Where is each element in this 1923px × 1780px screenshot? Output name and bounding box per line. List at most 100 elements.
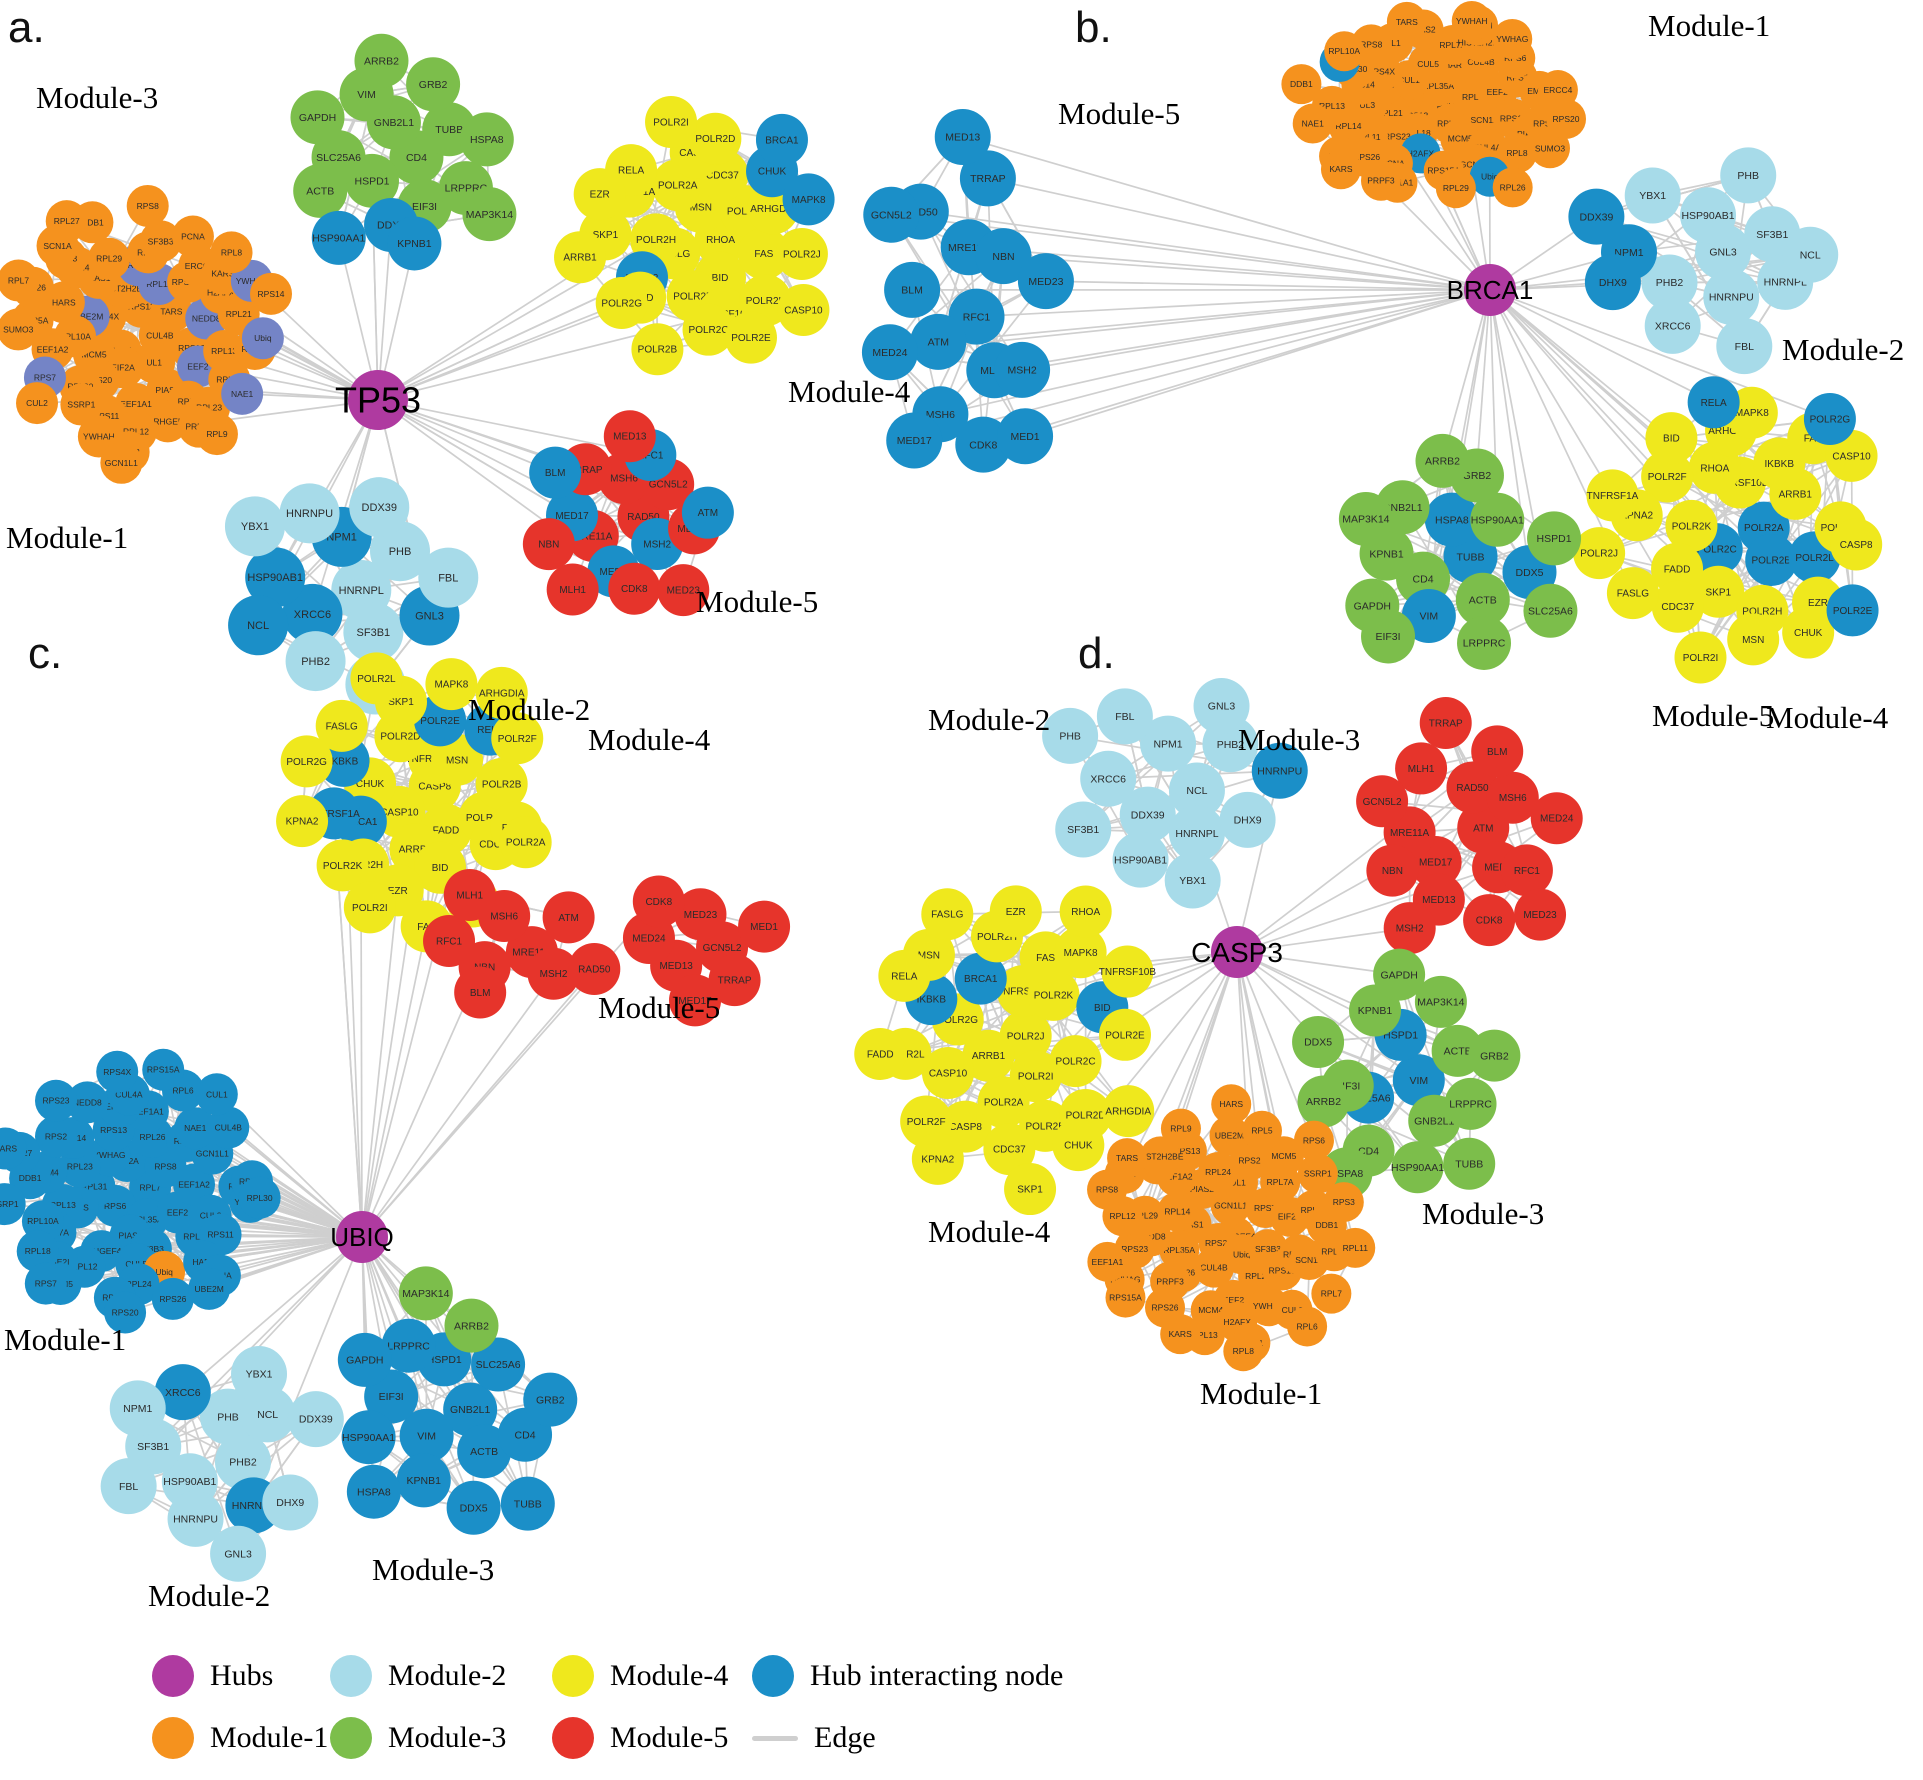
node-label-SLC25A6: SLC25A6 <box>1528 605 1573 617</box>
node-label-TRRAP: TRRAP <box>970 173 1006 185</box>
node-label-POLR2A: POLR2A <box>506 838 546 849</box>
legend-label: Module-2 <box>388 1659 506 1693</box>
panel-c-module-2: PHB2HSP90AB1PHBHNRNPLSF3B1NCLHNRNPUXRCC6… <box>101 1346 344 1582</box>
node-label-RPS26: RPS26 <box>1152 1303 1179 1313</box>
panel-b-module-4-label: Module-4 <box>1766 700 1889 735</box>
node-label-MSH6: MSH6 <box>1499 793 1527 804</box>
node-label-MAPK8: MAPK8 <box>792 195 826 206</box>
node-label-RPL8: RPL8 <box>1506 148 1528 158</box>
panel-c-module-3: GNB2L1VIMHSPD1ACTBEIF3ISLC25A6KPNB1LRPPR… <box>338 1266 577 1534</box>
node-label-DDX39: DDX39 <box>299 1414 333 1426</box>
node-label-RHOA: RHOA <box>1071 907 1100 918</box>
panel-d-module-2: NCLDDX39NPM1HNRNPLXRCC6PHB2HSP90AB1FBLDH… <box>1042 678 1308 908</box>
panel-c-module-5: MRE11ANBNMSH6MSH2RFC1ATMBLMMLH1RAD50 <box>423 869 620 1018</box>
node-label-TRRAP: TRRAP <box>1429 718 1463 729</box>
node-label-GNB2L1: GNB2L1 <box>374 117 414 129</box>
module-4-swatch-icon <box>552 1655 594 1697</box>
node-label-MLH1: MLH1 <box>1408 764 1435 775</box>
node-label-POLR2E: POLR2E <box>420 716 460 727</box>
node-label-POLR2E: POLR2E <box>731 333 771 344</box>
node-label-ATM: ATM <box>558 913 578 924</box>
node-label-MAPK8: MAPK8 <box>434 680 468 691</box>
node-label-MED17: MED17 <box>1419 858 1453 869</box>
node-label-NPM1: NPM1 <box>123 1403 152 1415</box>
node-label-HARS: HARS <box>1219 1099 1243 1109</box>
node-label-RPS6: RPS6 <box>1303 1136 1325 1146</box>
node-label-FASLG: FASLG <box>931 910 963 921</box>
node-label-CUL4B: CUL4B <box>1200 1263 1228 1273</box>
node-label-SLC25A6: SLC25A6 <box>476 1359 521 1371</box>
node-label-TARS: TARS <box>1396 17 1418 27</box>
node-label-MED24: MED24 <box>1540 814 1574 825</box>
node-label-RPS20: RPS20 <box>112 1307 139 1317</box>
hub-label-CASP3: CASP3 <box>1191 937 1283 968</box>
node-label-YWHAH: YWHAH <box>1456 16 1488 26</box>
panel-c-module-3-label: Module-3 <box>372 1552 494 1587</box>
node-label-MCM5: MCM5 <box>1271 1151 1296 1161</box>
node-label-FADD: FADD <box>1664 564 1691 575</box>
node-label-HARS: HARS <box>52 297 76 307</box>
node-label-RPS15A: RPS15A <box>1109 1293 1142 1303</box>
node-label-EIF3I: EIF3I <box>379 1391 404 1403</box>
node-label-CDK8: CDK8 <box>1476 916 1503 927</box>
node-label-PHB2: PHB2 <box>1656 277 1684 289</box>
node-label-KPNB1: KPNB1 <box>407 1475 442 1487</box>
panel-b-module-5-label: Module-5 <box>1058 96 1180 131</box>
node-label-SF3B1: SF3B1 <box>357 627 391 639</box>
node-label-MED17: MED17 <box>555 511 589 522</box>
node-label-Ubiq: Ubiq <box>155 1267 173 1277</box>
node-label-HSPA8: HSPA8 <box>470 134 504 146</box>
node-label-POLR2G: POLR2G <box>1810 414 1851 425</box>
node-label-RPL13: RPL13 <box>211 346 237 356</box>
node-label-VIM: VIM <box>1409 1075 1428 1087</box>
edges-layer <box>5 21 1857 1554</box>
node-label-GCN1L1: GCN1L1 <box>196 1149 229 1159</box>
node-label-MED1: MED1 <box>1010 431 1039 443</box>
node-label-DHX9: DHX9 <box>1599 277 1627 289</box>
node-label-HSP90AB1: HSP90AB1 <box>163 1476 216 1488</box>
panel-a-module-3-label: Module-3 <box>36 80 158 115</box>
node-label-BRCA1: BRCA1 <box>765 135 799 146</box>
panel-d-module-3-label: Module-3 <box>1422 1196 1544 1231</box>
node-label-DDX39: DDX39 <box>1131 809 1165 821</box>
hub-label-TP53: TP53 <box>335 380 421 421</box>
panel-c-module-4-label: Module-4 <box>588 722 711 757</box>
node-label-DDB1: DDB1 <box>19 1173 42 1183</box>
node-label-LRPPRC: LRPPRC <box>1463 638 1506 650</box>
node-label-MED13: MED13 <box>659 961 693 972</box>
node-label-XRCC6: XRCC6 <box>1655 321 1691 333</box>
panel-c-module-1: RPL7RPS6EIF2ARPL35ARPL31RPS8PIAS1YWHAGEE… <box>0 1049 281 1334</box>
node-label-BRCA1: BRCA1 <box>964 974 998 985</box>
panel-b-module-1-label: Module-1 <box>1648 8 1770 43</box>
node-label-MSN: MSN <box>1742 635 1764 646</box>
node-label-RPL18: RPL18 <box>25 1246 51 1256</box>
node-label-PRPF3: PRPF3 <box>1156 1276 1184 1286</box>
node-label-RPS7: RPS7 <box>34 373 56 383</box>
node-label-POLR2K: POLR2K <box>1034 990 1074 1001</box>
node-label-PHB: PHB <box>1737 170 1759 182</box>
legend-item-edge: Edge <box>752 1721 1082 1755</box>
node-label-GAPDH: GAPDH <box>1380 969 1417 981</box>
node-label-RPS3: RPS3 <box>1333 1197 1355 1207</box>
node-label-RPL11: RPL11 <box>1343 1243 1369 1253</box>
node-label-EIF3I: EIF3I <box>412 201 437 213</box>
node-label-RHOA: RHOA <box>706 235 735 246</box>
hub-interacting-node-swatch-icon <box>752 1655 794 1697</box>
node-label-NBN: NBN <box>992 251 1014 263</box>
legend-label: Module-1 <box>210 1721 328 1755</box>
node-label-ERCC4: ERCC4 <box>1544 85 1573 95</box>
node-label-RPL10A: RPL10A <box>1328 46 1360 56</box>
node-label-GCN5L2: GCN5L2 <box>703 943 742 954</box>
hub-edge <box>362 974 554 1237</box>
node-label-GAPDH: GAPDH <box>346 1355 383 1367</box>
node-label-RAD50: RAD50 <box>578 964 611 975</box>
node-label-YBX1: YBX1 <box>246 1369 273 1381</box>
node-label-MED24: MED24 <box>632 933 666 944</box>
node-label-CASP10: CASP10 <box>784 305 823 316</box>
panel-a-module-2-label: Module-2 <box>468 692 590 727</box>
node-label-RHOA: RHOA <box>1700 463 1729 474</box>
panel-a-module-1-label: Module-1 <box>6 520 128 555</box>
node-label-BLM: BLM <box>545 468 566 479</box>
node-label-MED1: MED1 <box>750 922 778 933</box>
